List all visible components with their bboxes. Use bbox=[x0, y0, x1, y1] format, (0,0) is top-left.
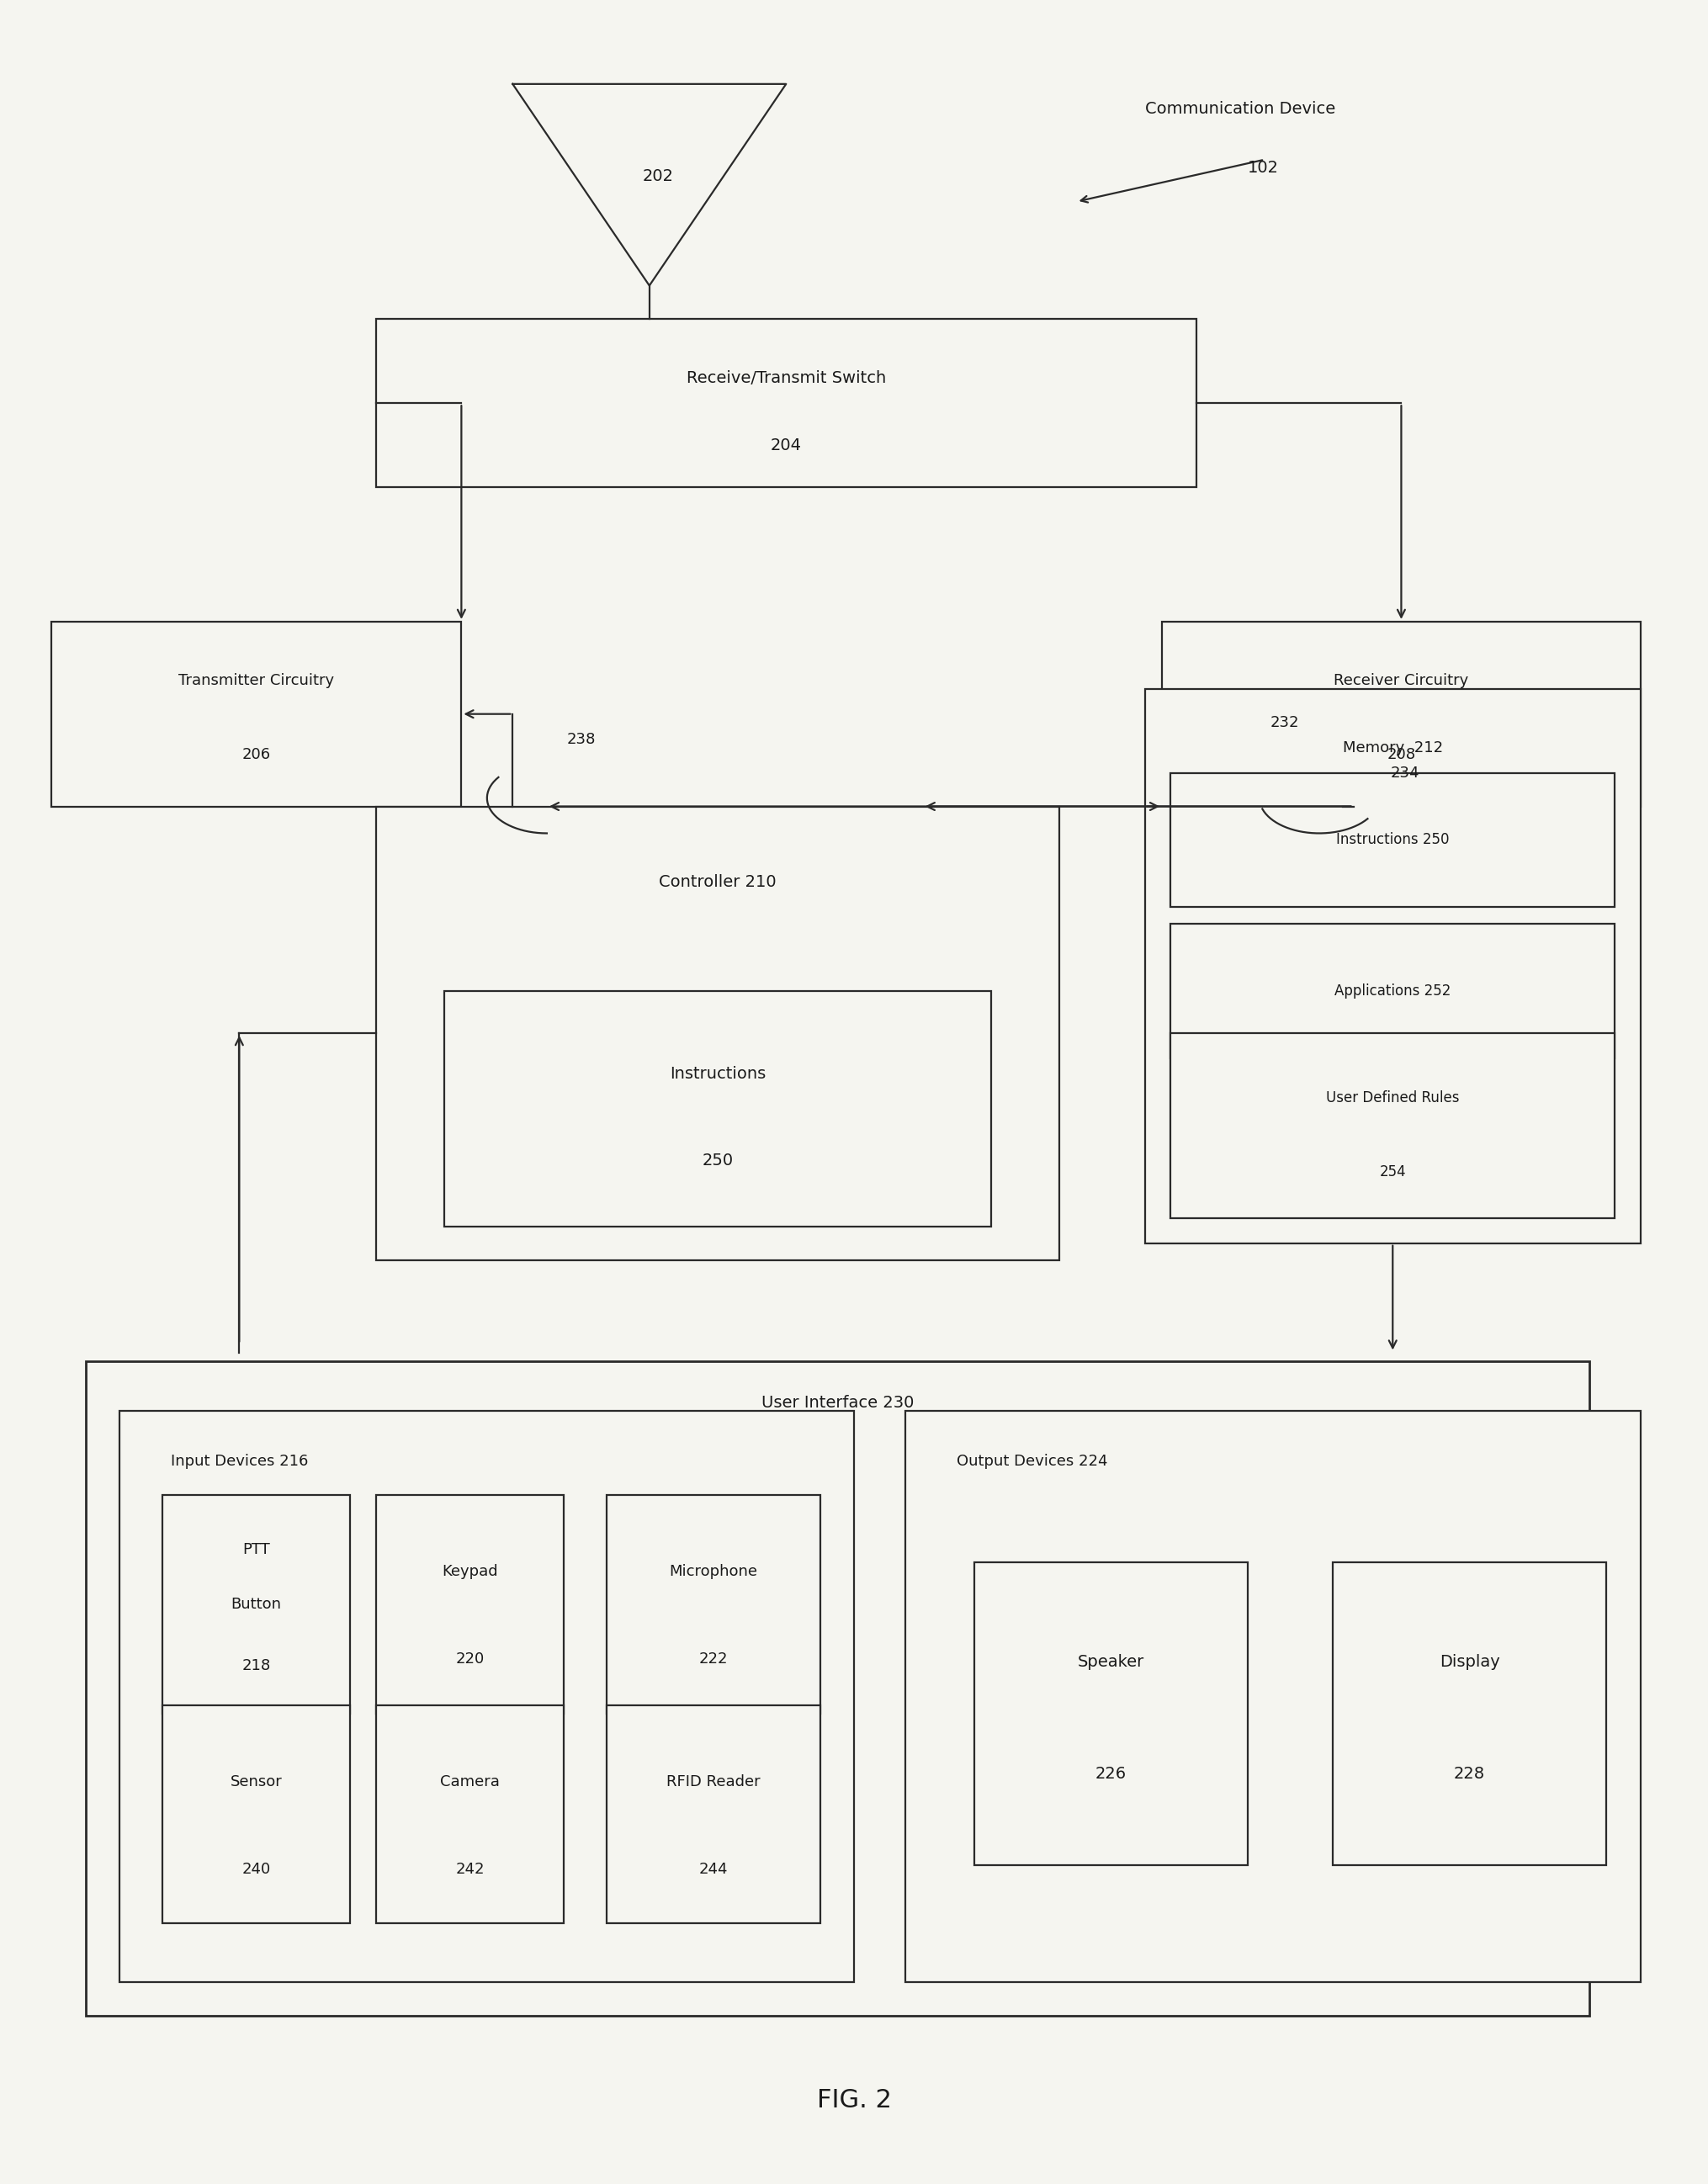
Bar bbox=[376, 806, 1059, 1260]
Text: Display: Display bbox=[1438, 1653, 1500, 1671]
Text: Receive/Transmit Switch: Receive/Transmit Switch bbox=[687, 369, 885, 387]
Text: 204: 204 bbox=[770, 437, 801, 454]
Text: 250: 250 bbox=[702, 1153, 733, 1168]
Bar bbox=[1170, 773, 1614, 906]
Text: 206: 206 bbox=[243, 747, 270, 762]
Bar bbox=[905, 1411, 1640, 1983]
Text: User Interface 230: User Interface 230 bbox=[760, 1396, 914, 1411]
Text: Keypad: Keypad bbox=[442, 1564, 497, 1579]
Bar bbox=[376, 1496, 564, 1714]
Bar bbox=[1170, 924, 1614, 1059]
Text: Sensor: Sensor bbox=[231, 1773, 282, 1789]
Bar bbox=[606, 1496, 820, 1714]
Text: Receiver Circuitry: Receiver Circuitry bbox=[1334, 673, 1467, 688]
Text: Controller 210: Controller 210 bbox=[659, 874, 775, 891]
Text: Memory  212: Memory 212 bbox=[1342, 740, 1442, 756]
Text: Input Devices 216: Input Devices 216 bbox=[171, 1455, 307, 1470]
Bar bbox=[606, 1706, 820, 1924]
Bar bbox=[376, 1706, 564, 1924]
Text: Transmitter Circuitry: Transmitter Circuitry bbox=[178, 673, 335, 688]
Text: 244: 244 bbox=[699, 1861, 728, 1876]
Bar bbox=[376, 319, 1196, 487]
Text: 220: 220 bbox=[456, 1651, 483, 1666]
Text: 242: 242 bbox=[456, 1861, 483, 1876]
Text: Instructions: Instructions bbox=[670, 1066, 765, 1081]
Text: 222: 222 bbox=[699, 1651, 728, 1666]
Text: 226: 226 bbox=[1095, 1767, 1126, 1782]
Text: FIG. 2: FIG. 2 bbox=[816, 2088, 892, 2112]
Text: RFID Reader: RFID Reader bbox=[666, 1773, 760, 1789]
Text: 232: 232 bbox=[1271, 714, 1298, 729]
Bar bbox=[1161, 622, 1640, 806]
Text: Camera: Camera bbox=[441, 1773, 499, 1789]
Text: 218: 218 bbox=[243, 1658, 270, 1673]
Bar bbox=[444, 992, 991, 1227]
Text: 228: 228 bbox=[1454, 1767, 1484, 1782]
Text: Microphone: Microphone bbox=[670, 1564, 757, 1579]
Text: PTT: PTT bbox=[243, 1542, 270, 1557]
Text: Applications 252: Applications 252 bbox=[1334, 983, 1450, 998]
Text: Button: Button bbox=[231, 1597, 282, 1612]
Bar bbox=[1144, 688, 1640, 1243]
Bar bbox=[51, 622, 461, 806]
Text: 102: 102 bbox=[1247, 159, 1278, 177]
Bar bbox=[1332, 1562, 1606, 1865]
Text: 238: 238 bbox=[567, 732, 594, 747]
Bar bbox=[162, 1496, 350, 1714]
Text: 202: 202 bbox=[642, 168, 673, 183]
Text: Instructions 250: Instructions 250 bbox=[1336, 832, 1448, 847]
Text: 240: 240 bbox=[243, 1861, 270, 1876]
Text: 208: 208 bbox=[1387, 747, 1414, 762]
Text: Speaker: Speaker bbox=[1076, 1653, 1144, 1671]
Bar bbox=[974, 1562, 1247, 1865]
Bar bbox=[85, 1361, 1588, 2016]
Bar bbox=[1170, 1033, 1614, 1219]
Bar bbox=[120, 1411, 854, 1983]
Text: User Defined Rules: User Defined Rules bbox=[1325, 1090, 1459, 1105]
Text: 254: 254 bbox=[1378, 1164, 1406, 1179]
Text: 234: 234 bbox=[1390, 764, 1418, 780]
Text: Output Devices 224: Output Devices 224 bbox=[956, 1455, 1107, 1470]
Text: Communication Device: Communication Device bbox=[1144, 100, 1334, 118]
Bar bbox=[162, 1706, 350, 1924]
